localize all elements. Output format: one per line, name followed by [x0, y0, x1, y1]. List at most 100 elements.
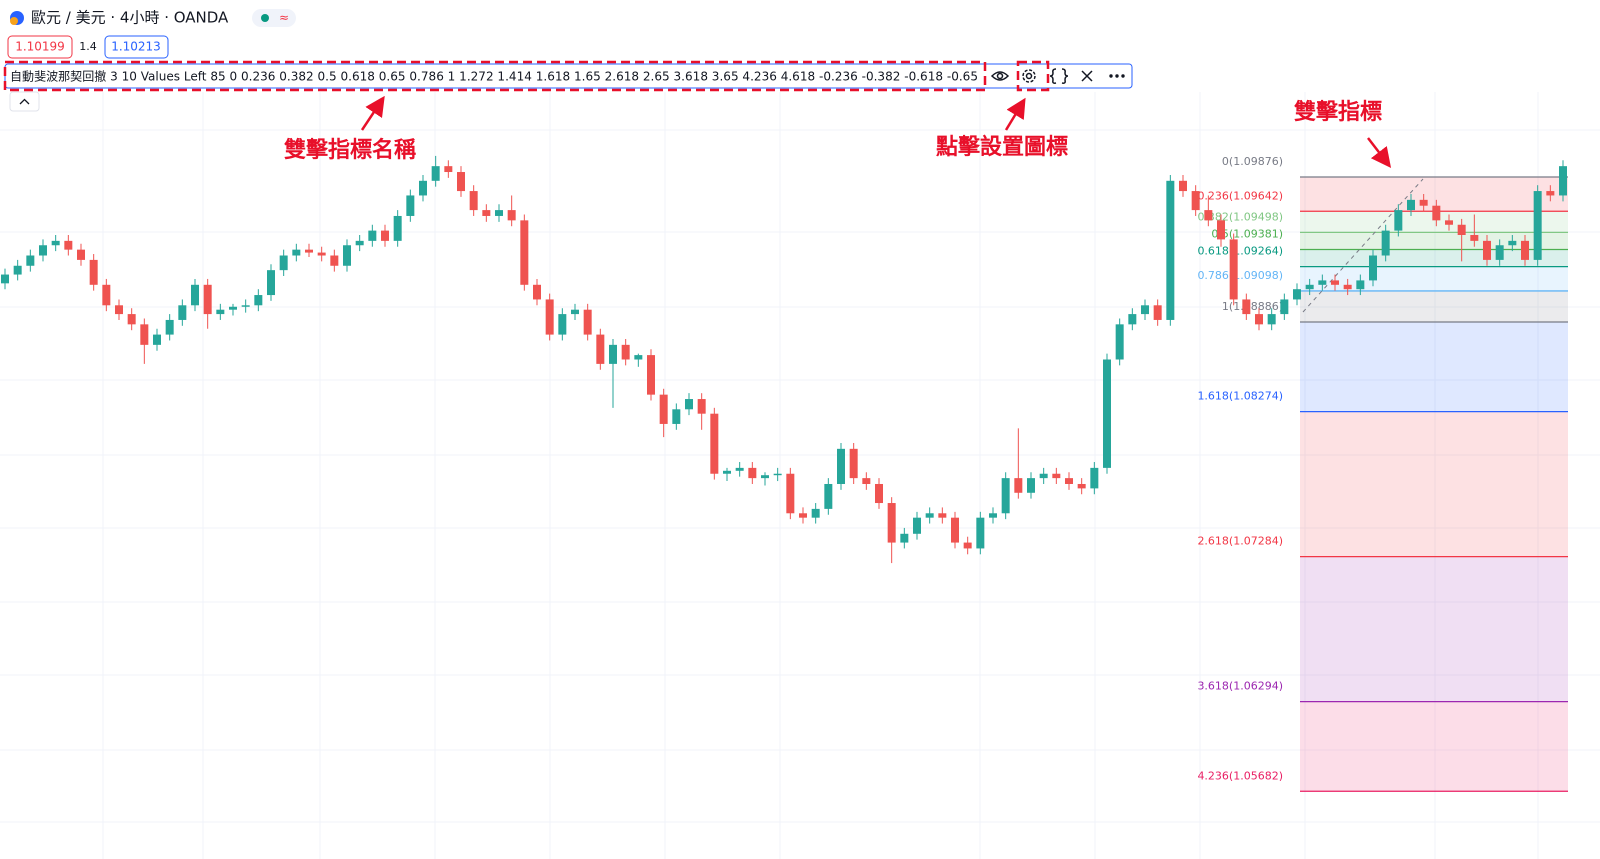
- candle-body: [127, 314, 136, 325]
- highlight-box: [1016, 60, 1050, 92]
- candle-body: [1305, 284, 1314, 290]
- candle-body: [1014, 478, 1023, 493]
- sell-button[interactable]: [7, 35, 73, 59]
- candle-body: [1229, 239, 1238, 300]
- eye-icon[interactable]: [996, 72, 1004, 80]
- buy-price: 1.10213: [111, 40, 161, 54]
- candle-body: [431, 166, 440, 181]
- candle-body: [824, 483, 833, 509]
- candle-body: [520, 220, 529, 285]
- fib-level-label: 0.382(1.09498): [1197, 210, 1283, 223]
- candle-body: [26, 255, 35, 266]
- candle-body: [153, 334, 161, 345]
- arrow: [360, 95, 385, 131]
- candle-body: [1495, 245, 1504, 260]
- candle-body: [393, 215, 402, 241]
- fib-zone: [1300, 177, 1568, 212]
- candle-body: [533, 284, 541, 300]
- collapse-button[interactable]: [9, 91, 40, 112]
- symbol-title[interactable]: 歐元 / 美元 · 4小時 · OANDA: [31, 9, 229, 27]
- more-icon[interactable]: [1109, 74, 1125, 78]
- candle-body: [254, 295, 263, 306]
- candle-body: [89, 259, 98, 285]
- candle-body: [1407, 199, 1415, 211]
- candle-body: [1103, 359, 1111, 468]
- candle-body: [64, 240, 73, 250]
- candle-body: [229, 306, 237, 310]
- fib-zone: [1300, 290, 1568, 322]
- candle-body: [761, 475, 769, 479]
- candle-body: [1, 274, 9, 284]
- candle-body: [178, 305, 187, 320]
- candle-body: [735, 467, 744, 471]
- candle-body: [1445, 220, 1453, 225]
- candle-body: [305, 249, 313, 253]
- candle-body: [659, 394, 668, 424]
- remove-icon[interactable]: [1081, 70, 1093, 82]
- fib-level-label: 0.786(1.09098): [1197, 269, 1283, 282]
- annotation: 點擊設置圖標: [936, 134, 1068, 160]
- fib-zone: [1300, 556, 1568, 702]
- candle-body: [191, 284, 199, 306]
- candle-body: [596, 334, 605, 364]
- candle-body: [634, 355, 643, 360]
- legend-icons: [990, 68, 1093, 84]
- candle-body: [495, 210, 503, 216]
- candle-body: [457, 172, 465, 192]
- candle-body: [1381, 230, 1390, 256]
- candle-body: [1115, 324, 1124, 360]
- fib-level-label: 0(1.09876): [1222, 155, 1283, 168]
- candle-body: [355, 240, 364, 246]
- fib-level-label: 4.236(1.05682): [1197, 769, 1283, 782]
- fib-retracement[interactable]: 0(1.09876) 0.236(1.09642) 0.382(1.09498) 0.…: [1197, 155, 1568, 792]
- candle-body: [583, 309, 592, 335]
- arrow: [1004, 97, 1026, 131]
- candle-body: [482, 210, 491, 216]
- sell-price: 1.10199: [15, 40, 65, 54]
- settings-icon[interactable]: [1025, 72, 1033, 80]
- candle-body: [1432, 205, 1441, 221]
- candle-body: [647, 355, 655, 395]
- candle-body: [862, 478, 871, 484]
- candle-body: [203, 284, 212, 315]
- candle-body: [1166, 180, 1175, 320]
- candles: [1, 155, 1567, 564]
- candle-body: [1280, 299, 1289, 315]
- candle-body: [77, 249, 85, 260]
- spread: 1.4: [79, 40, 97, 53]
- status-pill: [252, 9, 296, 27]
- candle-body: [1457, 224, 1466, 235]
- candle-body: [900, 533, 909, 543]
- candle-body: [444, 166, 453, 173]
- collapse-icon: [19, 98, 30, 105]
- candle-body: [1533, 191, 1542, 260]
- settings-icon[interactable]: [1022, 69, 1036, 83]
- eye-icon[interactable]: [990, 71, 1010, 81]
- candle-body: [292, 249, 301, 256]
- candle-body: [1559, 166, 1567, 196]
- buy-button[interactable]: [104, 35, 169, 59]
- candle-body: [1255, 314, 1263, 325]
- candle-body: [1179, 180, 1187, 192]
- candle-body: [1318, 280, 1327, 285]
- candle-body: [469, 191, 478, 211]
- candle-body: [1470, 235, 1479, 241]
- fib-level-label: 2.618(1.07284): [1197, 535, 1283, 548]
- candle-body: [811, 508, 820, 518]
- candle-body: [1153, 305, 1162, 320]
- candle-body: [963, 542, 972, 549]
- candle-body: [1521, 240, 1529, 260]
- candle-body: [773, 473, 782, 476]
- candle-body: [1546, 191, 1555, 196]
- source-icon[interactable]: [1049, 68, 1069, 84]
- candle-body: [685, 399, 693, 410]
- candle-body: [723, 470, 731, 474]
- symbol-logo: [10, 17, 18, 25]
- candle-body: [1369, 255, 1377, 281]
- candle-body: [279, 255, 288, 271]
- indicator-legend[interactable]: 自動斐波那契回撤 3 10 Values Left 85 0 0.236 0.3…: [10, 69, 978, 84]
- fib-level-label: 0.236(1.09642): [1197, 189, 1283, 202]
- fib-level-label: 1.618(1.08274): [1197, 390, 1283, 403]
- candle-body: [976, 517, 985, 549]
- candle-body: [343, 245, 351, 266]
